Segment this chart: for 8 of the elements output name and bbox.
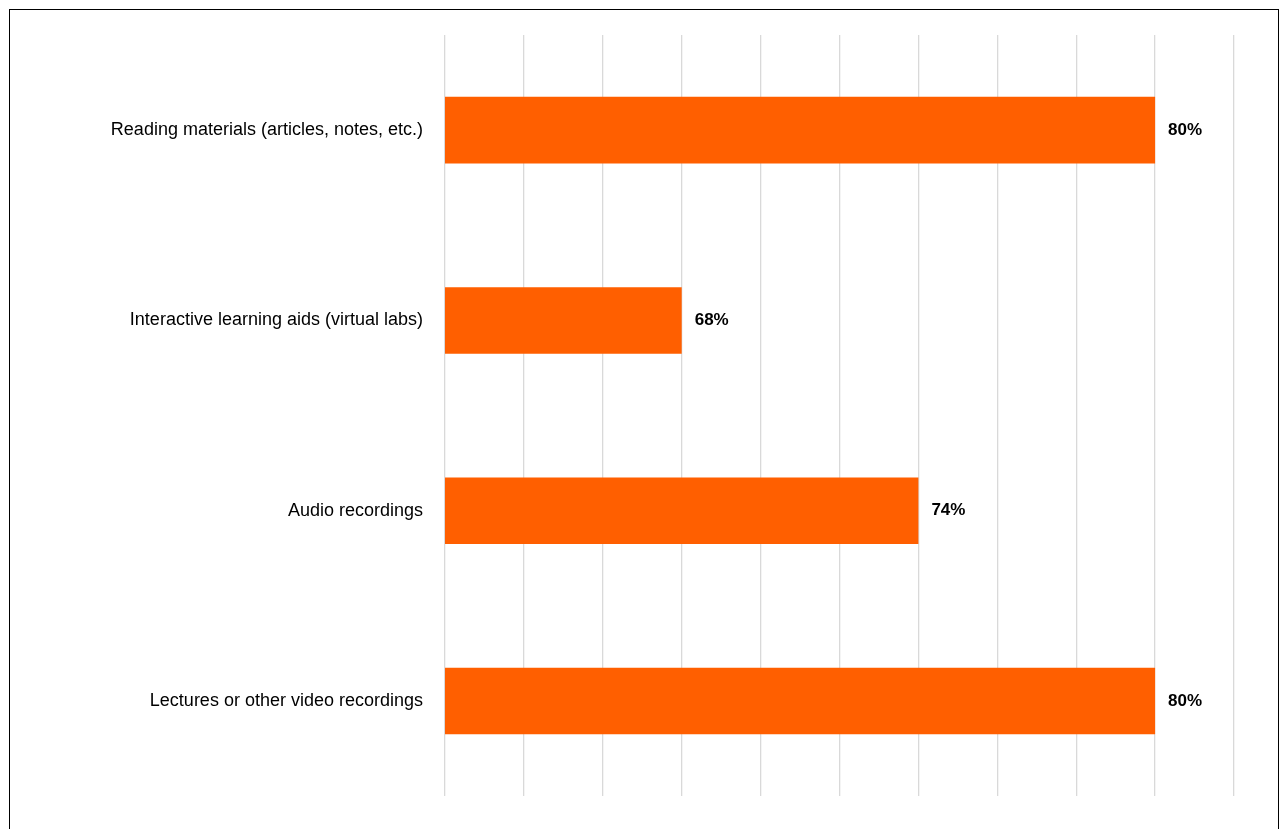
data-label: 80% xyxy=(1168,119,1203,139)
y-tick-label: Reading materials (articles, notes, etc.) xyxy=(110,119,423,140)
y-tick-label: Audio recordings xyxy=(287,499,423,520)
y-tick-label: Interactive learning aids (virtual labs) xyxy=(129,309,423,330)
data-label: 68% xyxy=(694,310,729,330)
data-label: 80% xyxy=(1168,690,1203,710)
data-label: 74% xyxy=(931,500,966,520)
y-tick-label: Lectures or other video recordings xyxy=(149,690,423,711)
